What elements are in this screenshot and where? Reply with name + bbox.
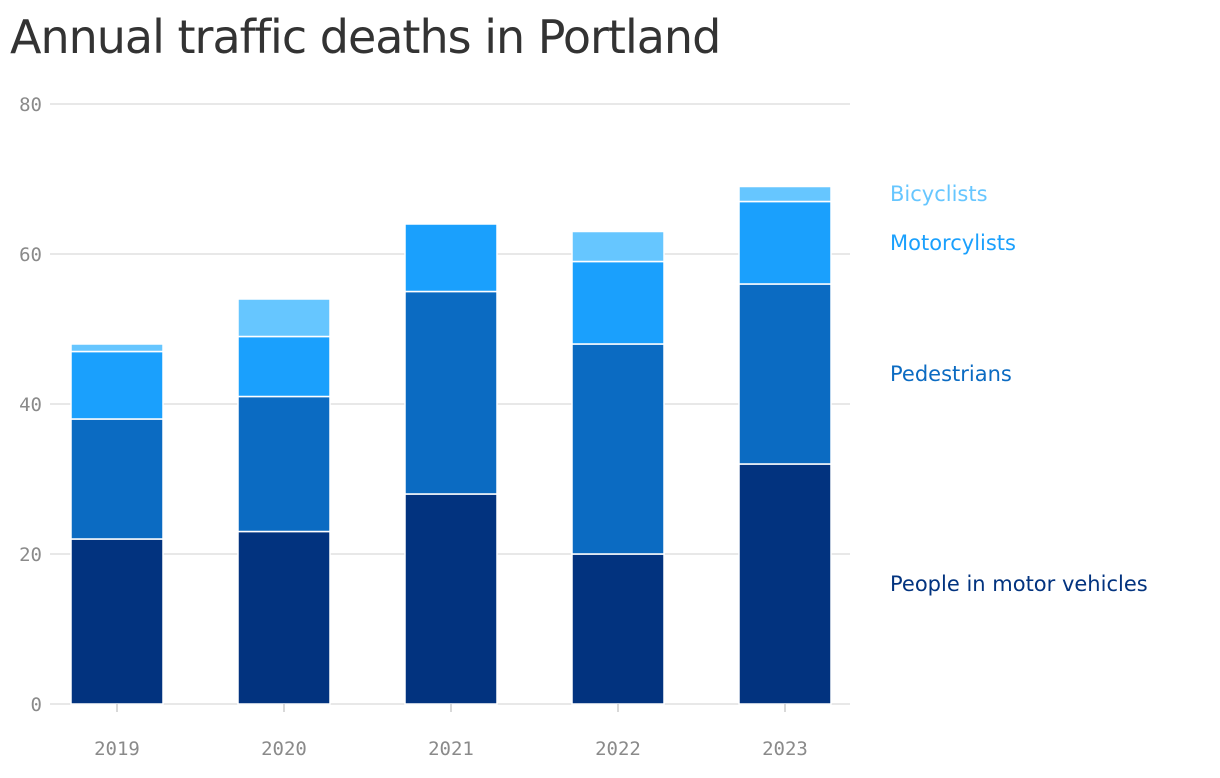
bar-2020-people-in-motor-vehicles	[237, 530, 331, 705]
chart-title: Annual traffic deaths in Portland	[10, 10, 721, 64]
bar-2023-pedestrians	[738, 283, 832, 465]
bar-2021-pedestrians	[404, 290, 498, 495]
x-tick-label-2020: 2020	[261, 738, 307, 760]
y-tick-label-80: 80	[19, 94, 42, 116]
x-tick-label-2021: 2021	[428, 738, 474, 760]
axes: 0 20 40 60 80 2019 2020 2021 2022 2023	[19, 94, 808, 760]
bar-2023-bicyclists	[738, 185, 832, 203]
bars	[70, 185, 832, 705]
bar-2019-pedestrians	[70, 418, 164, 540]
y-tick-label-20: 20	[19, 544, 42, 566]
y-tick-label-60: 60	[19, 244, 42, 266]
bar-2022-motorcylists	[571, 260, 665, 345]
legend: People in motor vehicles Pedestrians Motor…	[890, 182, 1148, 596]
legend-label-bicyclists: Bicyclists	[890, 182, 988, 206]
bar-2022-pedestrians	[571, 343, 665, 555]
legend-label-people-in-motor-vehicles: People in motor vehicles	[890, 572, 1148, 596]
bar-2022-people-in-motor-vehicles	[571, 553, 665, 705]
x-tick-label-2023: 2023	[762, 738, 808, 760]
bar-2022-bicyclists	[571, 230, 665, 263]
bar-2019-motorcylists	[70, 350, 164, 420]
bar-2020-motorcylists	[237, 335, 331, 398]
bar-2021-people-in-motor-vehicles	[404, 493, 498, 705]
bar-2020-bicyclists	[237, 298, 331, 338]
bar-2023-people-in-motor-vehicles	[738, 463, 832, 705]
legend-label-motorcylists: Motorcylists	[890, 231, 1016, 255]
bar-2021-motorcylists	[404, 223, 498, 293]
y-tick-label-40: 40	[19, 394, 42, 416]
bar-2019-bicyclists	[70, 343, 164, 353]
bar-2019-people-in-motor-vehicles	[70, 538, 164, 705]
x-tick-label-2019: 2019	[94, 738, 140, 760]
legend-label-pedestrians: Pedestrians	[890, 362, 1012, 386]
x-tick-label-2022: 2022	[595, 738, 641, 760]
y-tick-label-0: 0	[31, 694, 42, 716]
bar-2020-pedestrians	[237, 395, 331, 533]
bar-2023-motorcylists	[738, 200, 832, 285]
